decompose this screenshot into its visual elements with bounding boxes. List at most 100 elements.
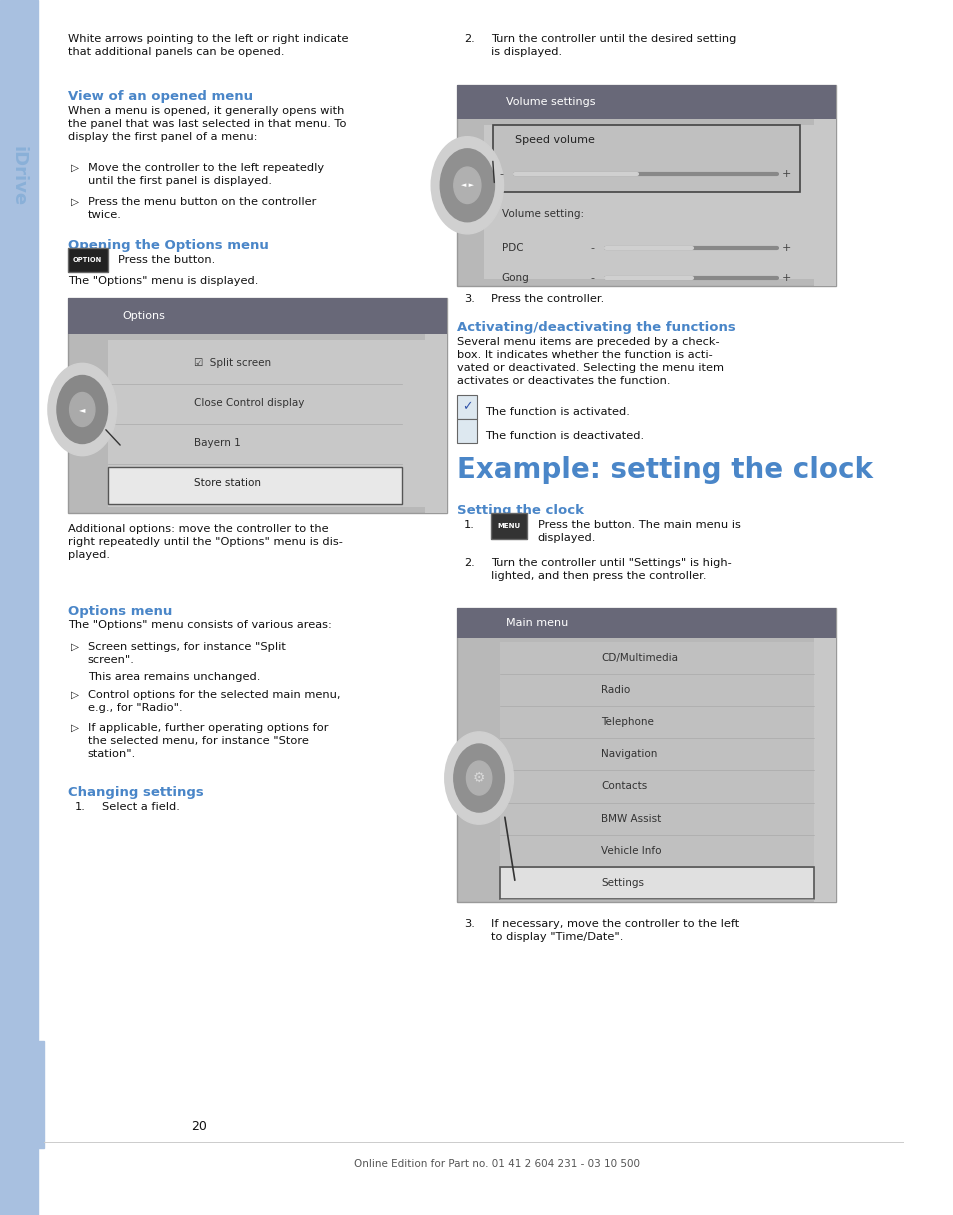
Text: 1.: 1. [463, 520, 475, 530]
Text: Opening the Options menu: Opening the Options menu [68, 239, 269, 253]
Text: Press the controller.: Press the controller. [491, 294, 603, 304]
Bar [499, 770, 813, 803]
Bar [109, 467, 402, 504]
Bar [109, 340, 424, 507]
Text: This area remains unchanged.: This area remains unchanged. [88, 672, 260, 682]
Bar [499, 868, 813, 899]
Text: Contacts: Contacts [600, 781, 647, 791]
Circle shape [70, 392, 94, 426]
Bar [483, 125, 813, 279]
Bar [499, 868, 813, 899]
Text: Press the menu button on the controller
twice.: Press the menu button on the controller … [88, 197, 315, 220]
Text: +: + [781, 169, 790, 179]
Text: ✓: ✓ [461, 401, 472, 413]
Text: Turn the controller until the desired setting
is displayed.: Turn the controller until the desired se… [491, 34, 736, 57]
Text: Store station: Store station [194, 477, 261, 488]
Text: Options: Options [122, 311, 165, 321]
Text: View of an opened menu: View of an opened menu [68, 90, 253, 103]
Bar [499, 642, 813, 674]
Bar [456, 85, 835, 286]
Bar [456, 608, 835, 902]
Text: The "Options" menu consists of various areas:: The "Options" menu consists of various a… [68, 620, 332, 629]
Text: ▷: ▷ [71, 642, 78, 651]
Circle shape [431, 137, 503, 233]
Text: 20: 20 [191, 1120, 207, 1132]
Text: The function is deactivated.: The function is deactivated. [485, 431, 644, 441]
Text: Select a field.: Select a field. [102, 802, 180, 812]
Circle shape [48, 363, 116, 456]
Text: BMW Assist: BMW Assist [600, 814, 660, 824]
Text: ⚙: ⚙ [473, 772, 485, 785]
Bar [456, 85, 835, 119]
Text: Close Control display: Close Control display [194, 397, 304, 408]
Circle shape [466, 761, 491, 795]
Bar [499, 739, 813, 770]
Text: Volume settings: Volume settings [506, 97, 595, 107]
Text: +: + [781, 273, 790, 283]
Text: -: - [590, 243, 594, 253]
Text: Vehicle Info: Vehicle Info [600, 846, 661, 855]
Bar [813, 85, 835, 286]
Bar [68, 248, 108, 272]
Text: ▷: ▷ [71, 723, 78, 733]
Text: If applicable, further operating options for
the selected menu, for instance "St: If applicable, further operating options… [88, 723, 328, 759]
Text: Press the button. The main menu is
displayed.: Press the button. The main menu is displ… [537, 520, 740, 543]
Text: Telephone: Telephone [600, 717, 654, 727]
Bar [68, 298, 447, 334]
Text: 3.: 3. [463, 919, 475, 928]
Bar [424, 298, 447, 513]
Text: The "Options" menu is displayed.: The "Options" menu is displayed. [68, 276, 258, 286]
Bar [456, 395, 476, 419]
Text: Gong: Gong [501, 273, 529, 283]
Text: Radio: Radio [600, 685, 630, 695]
Text: Example: setting the clock: Example: setting the clock [456, 456, 872, 484]
Text: If necessary, move the controller to the left
to display "Time/Date".: If necessary, move the controller to the… [491, 919, 739, 942]
Text: Online Edition for Part no. 01 41 2 604 231 - 03 10 500: Online Edition for Part no. 01 41 2 604 … [354, 1159, 639, 1169]
Text: ☑  Split screen: ☑ Split screen [194, 357, 272, 368]
Text: Settings: Settings [600, 878, 643, 888]
Text: Additional options: move the controller to the
right repeatedly until the "Optio: Additional options: move the controller … [68, 524, 342, 560]
Text: iDrive: iDrive [10, 146, 28, 205]
Text: Activating/deactivating the functions: Activating/deactivating the functions [456, 321, 735, 334]
Circle shape [454, 744, 504, 812]
Text: Changing settings: Changing settings [68, 786, 203, 799]
Text: Setting the clock: Setting the clock [456, 504, 583, 518]
Bar [491, 513, 526, 539]
Text: Bayern 1: Bayern 1 [194, 437, 241, 448]
Text: When a menu is opened, it generally opens with
the panel that was last selected : When a menu is opened, it generally open… [68, 106, 346, 142]
Text: ▷: ▷ [71, 197, 78, 207]
Circle shape [57, 375, 108, 443]
Circle shape [444, 731, 513, 824]
Text: ▷: ▷ [71, 690, 78, 700]
Text: Speed volume: Speed volume [515, 135, 595, 145]
Text: Main menu: Main menu [506, 617, 568, 628]
Text: Navigation: Navigation [600, 750, 657, 759]
Text: Options menu: Options menu [68, 605, 172, 618]
Circle shape [439, 148, 494, 221]
Text: Several menu items are preceded by a check-
box. It indicates whether the functi: Several menu items are preceded by a che… [456, 337, 722, 386]
Text: MENU: MENU [497, 524, 520, 529]
Bar [38, 1041, 44, 1148]
Text: 3.: 3. [463, 294, 475, 304]
Text: Control options for the selected main menu,
e.g., for "Radio".: Control options for the selected main me… [88, 690, 340, 713]
Bar [499, 835, 813, 868]
Text: Move the controller to the left repeatedly
until the first panel is displayed.: Move the controller to the left repeated… [88, 163, 323, 186]
Text: CD/Multimedia: CD/Multimedia [600, 652, 678, 662]
Text: +: + [781, 243, 790, 253]
Bar [499, 706, 813, 739]
Bar [499, 674, 813, 706]
Bar [456, 419, 476, 443]
Text: Volume setting:: Volume setting: [501, 209, 583, 219]
Bar [0, 0, 38, 1215]
Bar [492, 125, 800, 192]
Bar [813, 608, 835, 902]
Text: 2.: 2. [463, 558, 474, 567]
Text: OPTION: OPTION [73, 258, 102, 262]
Text: ◄ ►: ◄ ► [460, 182, 474, 188]
Text: -: - [499, 169, 503, 179]
Text: 1.: 1. [75, 802, 86, 812]
Text: ▷: ▷ [71, 163, 78, 173]
Text: ◄: ◄ [79, 405, 86, 414]
Bar [68, 298, 447, 513]
Bar [499, 803, 813, 835]
